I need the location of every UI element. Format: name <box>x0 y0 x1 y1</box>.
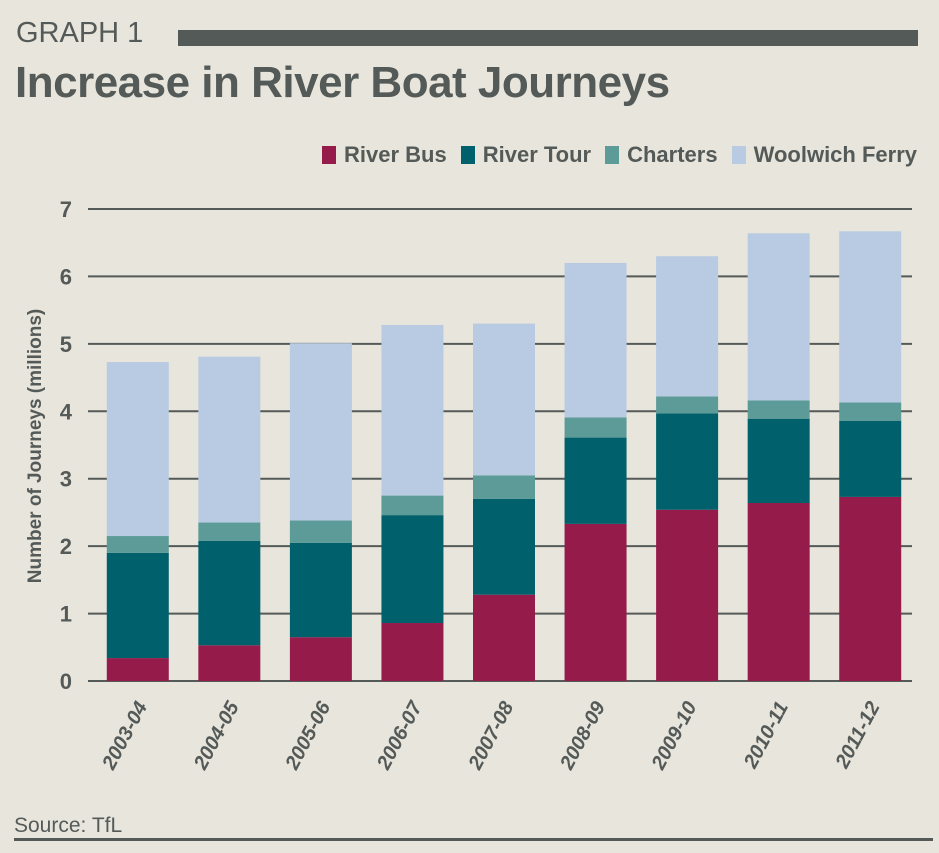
legend-item-charters: Charters <box>605 142 718 168</box>
bar-segment-river-tour <box>656 413 719 510</box>
bar-segment-charters <box>289 520 352 543</box>
bar-segment-river-bus <box>839 496 902 681</box>
bar-segment-river-bus <box>198 645 261 681</box>
bar-segment-river-tour <box>747 418 810 503</box>
bar-segment-charters <box>839 402 902 421</box>
bar-segment-river-tour <box>289 542 352 638</box>
legend-swatch <box>731 146 746 164</box>
legend-item-river-bus: River Bus <box>322 142 447 168</box>
footer-rule <box>14 838 933 841</box>
y-tick-label: 1 <box>60 602 72 627</box>
legend-item-woolwich-ferry: Woolwich Ferry <box>731 142 917 168</box>
bar-segment-river-bus <box>106 658 169 681</box>
source-note: Source: TfL <box>14 814 123 837</box>
x-tick-label: 2009-10 <box>647 698 701 774</box>
y-tick-label: 3 <box>60 467 72 492</box>
legend-label: Woolwich Ferry <box>753 142 917 167</box>
bar-segment-river-bus <box>473 594 535 681</box>
legend-label: River Tour <box>482 142 592 167</box>
y-tick-label: 5 <box>60 332 72 357</box>
x-tick-label: 2011-12 <box>831 698 885 773</box>
x-tick-label: 2004-05 <box>189 697 244 774</box>
x-tick-label: 2006-07 <box>373 697 428 774</box>
legend-swatch <box>605 146 620 164</box>
graph-label: GRAPH 1 <box>16 17 144 49</box>
y-tick-label: 2 <box>60 534 72 559</box>
x-tick-label: 2005-06 <box>281 697 336 774</box>
bar-segment-charters <box>564 417 627 438</box>
bar-segment-woolwich-ferry <box>747 233 810 401</box>
legend-swatch <box>460 146 475 164</box>
bar-segment-river-tour <box>381 515 444 624</box>
bar-segment-charters <box>747 400 810 419</box>
bar-segment-river-bus <box>381 623 444 681</box>
legend: River Bus River Tour Charters Woolwich F… <box>308 142 917 168</box>
bar-segment-river-bus <box>656 509 719 681</box>
chart-title: Increase in River Boat Journeys <box>15 58 670 107</box>
bar-segment-charters <box>656 396 719 414</box>
y-axis-label: Number of Journeys (millions) <box>25 309 46 583</box>
legend-item-river-tour: River Tour <box>460 142 592 168</box>
y-tick-label: 0 <box>60 669 72 694</box>
bar-segment-charters <box>198 522 261 541</box>
x-tick-label: 2003-04 <box>98 698 152 774</box>
bar-segment-river-bus <box>564 523 627 681</box>
bar-segment-charters <box>106 536 169 553</box>
y-tick-label: 7 <box>60 197 72 222</box>
legend-swatch <box>322 146 336 164</box>
bar-segment-river-tour <box>106 552 169 659</box>
y-tick-label: 6 <box>60 264 72 289</box>
y-tick-label: 4 <box>60 399 73 424</box>
bar-segment-charters <box>473 475 535 499</box>
x-axis-ticks: 2003-04 2004-05 2005-06 2006-07 2007-08 2008-… <box>98 697 885 774</box>
bar-segment-charters <box>381 495 444 516</box>
x-tick-label: 2010-11 <box>739 698 793 773</box>
bar-segment-river-tour <box>198 540 261 646</box>
bar-segment-woolwich-ferry <box>839 231 902 403</box>
bar-segment-river-bus <box>747 502 810 681</box>
bar-segment-river-tour <box>473 498 535 595</box>
bars <box>106 231 902 681</box>
bar-segment-woolwich-ferry <box>198 356 261 523</box>
legend-label: Charters <box>627 142 718 167</box>
x-tick-label: 2007-08 <box>464 697 519 774</box>
bar-segment-woolwich-ferry <box>473 323 535 476</box>
legend-label: River Bus <box>344 142 447 167</box>
x-tick-label: 2008-09 <box>556 697 611 774</box>
bar-segment-river-bus <box>289 637 352 681</box>
bar-segment-woolwich-ferry <box>381 324 444 496</box>
bar-segment-river-tour <box>839 420 902 497</box>
bar-segment-woolwich-ferry <box>564 262 627 418</box>
bar-segment-woolwich-ferry <box>106 362 169 537</box>
bar-segment-woolwich-ferry <box>289 343 352 521</box>
bar-segment-river-tour <box>564 437 627 524</box>
bar-segment-woolwich-ferry <box>656 256 719 397</box>
y-axis-ticks: 0 1 2 3 4 5 6 7 <box>60 197 73 694</box>
header-rule <box>178 30 918 46</box>
